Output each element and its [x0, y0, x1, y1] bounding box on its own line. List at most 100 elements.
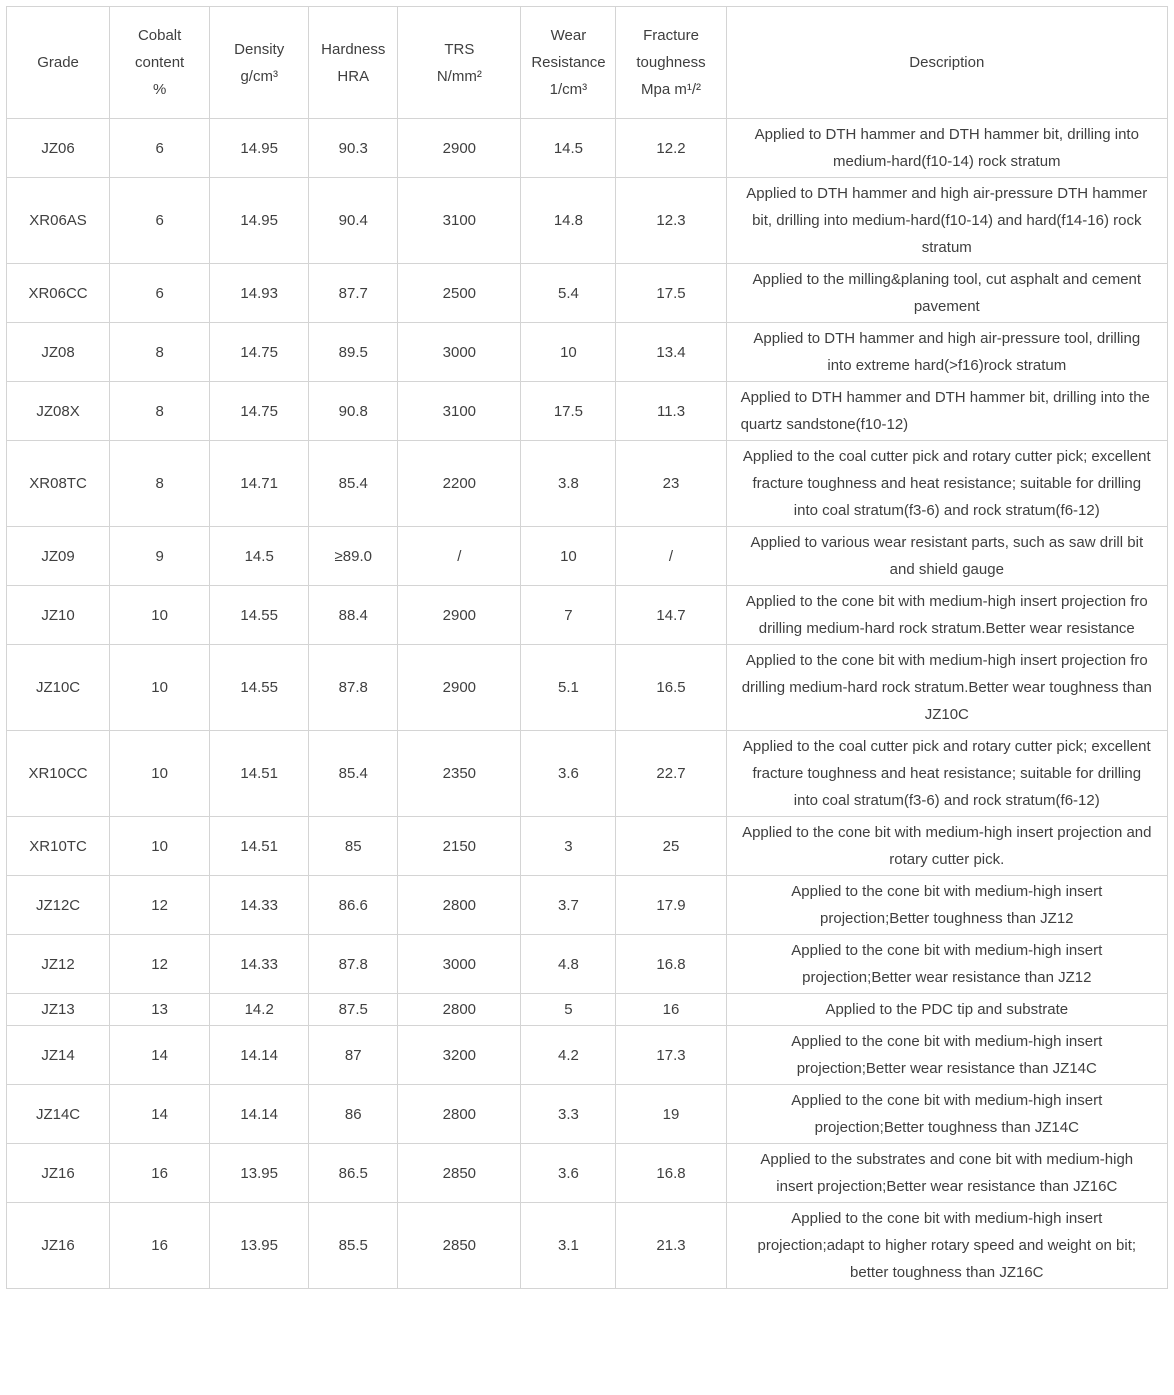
grade-cell: JZ06	[5, 118, 111, 178]
wear-resistance-cell: 4.2	[520, 1025, 617, 1085]
cobalt-content-cell: 6	[109, 263, 211, 323]
grade-cell: JZ14	[5, 1025, 111, 1085]
hardness-cell: 87	[308, 1025, 399, 1085]
hardness-cell: 90.8	[308, 381, 399, 441]
trs-cell: 2150	[397, 816, 522, 876]
density-cell: 14.14	[209, 1025, 310, 1085]
hardness-cell: ≥89.0	[308, 526, 399, 586]
col-header-trs: TRS N/mm²	[397, 6, 522, 119]
description-cell: Applied to the substrates and cone bit w…	[725, 1143, 1169, 1203]
description-cell: Applied to the cone bit with medium-high…	[725, 934, 1169, 994]
table-row: JZ09 9 14.5 ≥89.0 / 10 / Applied to vari…	[5, 526, 1169, 586]
grade-cell: XR10CC	[5, 730, 111, 817]
grade-cell: JZ10	[5, 585, 111, 645]
wear-resistance-cell: 3.1	[520, 1202, 617, 1289]
cobalt-content-cell: 12	[109, 875, 211, 935]
col-header-description: Description	[725, 6, 1169, 119]
density-cell: 14.51	[209, 730, 310, 817]
density-cell: 14.75	[209, 322, 310, 382]
table-row: JZ10C 10 14.55 87.8 2900 5.1 16.5 Applie…	[5, 644, 1169, 731]
fracture-toughness-cell: 25	[615, 816, 727, 876]
hardness-cell: 87.7	[308, 263, 399, 323]
grade-cell: XR10TC	[5, 816, 111, 876]
description-cell: Applied to the coal cutter pick and rota…	[725, 440, 1169, 527]
wear-resistance-cell: 3	[520, 816, 617, 876]
grade-cell: XR06CC	[5, 263, 111, 323]
wear-resistance-cell: 14.8	[520, 177, 617, 264]
table-row: JZ06 6 14.95 90.3 2900 14.5 12.2 Applied…	[5, 118, 1169, 178]
table-row: XR08TC 8 14.71 85.4 2200 3.8 23 Applied …	[5, 440, 1169, 527]
fracture-toughness-cell: 12.3	[615, 177, 727, 264]
fracture-toughness-cell: /	[615, 526, 727, 586]
fracture-toughness-cell: 11.3	[615, 381, 727, 441]
hardness-cell: 90.3	[308, 118, 399, 178]
grade-cell: JZ08X	[5, 381, 111, 441]
hardness-cell: 90.4	[308, 177, 399, 264]
cobalt-content-cell: 8	[109, 381, 211, 441]
fracture-toughness-cell: 16.8	[615, 1143, 727, 1203]
fracture-toughness-cell: 23	[615, 440, 727, 527]
cobalt-content-cell: 10	[109, 816, 211, 876]
table-row: JZ16 16 13.95 85.5 2850 3.1 21.3 Applied…	[5, 1202, 1169, 1289]
density-cell: 14.55	[209, 585, 310, 645]
grade-cell: JZ13	[5, 993, 111, 1026]
density-cell: 14.14	[209, 1084, 310, 1144]
table-row: XR10CC 10 14.51 85.4 2350 3.6 22.7 Appli…	[5, 730, 1169, 817]
grade-cell: XR06AS	[5, 177, 111, 264]
description-cell: Applied to the PDC tip and substrate	[725, 993, 1169, 1026]
trs-cell: 3200	[397, 1025, 522, 1085]
wear-resistance-cell: 5.1	[520, 644, 617, 731]
fracture-toughness-cell: 21.3	[615, 1202, 727, 1289]
wear-resistance-cell: 5	[520, 993, 617, 1026]
cobalt-content-cell: 6	[109, 118, 211, 178]
hardness-cell: 89.5	[308, 322, 399, 382]
grade-cell: JZ09	[5, 526, 111, 586]
density-cell: 13.95	[209, 1202, 310, 1289]
wear-resistance-cell: 3.7	[520, 875, 617, 935]
table-row: JZ12 12 14.33 87.8 3000 4.8 16.8 Applied…	[5, 934, 1169, 994]
trs-cell: 2900	[397, 644, 522, 731]
cobalt-content-cell: 6	[109, 177, 211, 264]
table-row: JZ13 13 14.2 87.5 2800 5 16 Applied to t…	[5, 993, 1169, 1026]
cobalt-content-cell: 14	[109, 1084, 211, 1144]
density-cell: 14.93	[209, 263, 310, 323]
trs-cell: 3000	[397, 934, 522, 994]
description-cell: Applied to DTH hammer and high air-press…	[725, 177, 1169, 264]
grade-cell: JZ16	[5, 1143, 111, 1203]
description-cell: Applied to the coal cutter pick and rota…	[725, 730, 1169, 817]
wear-resistance-cell: 3.8	[520, 440, 617, 527]
hardness-cell: 87.8	[308, 644, 399, 731]
table-row: XR06CC 6 14.93 87.7 2500 5.4 17.5 Applie…	[5, 263, 1169, 323]
grade-cell: JZ08	[5, 322, 111, 382]
carbide-grades-table: Grade Cobalt content % Density g/cm³ Har…	[5, 6, 1169, 1289]
trs-cell: 2850	[397, 1143, 522, 1203]
table-body: JZ06 6 14.95 90.3 2900 14.5 12.2 Applied…	[5, 118, 1169, 1289]
wear-resistance-cell: 5.4	[520, 263, 617, 323]
density-cell: 14.5	[209, 526, 310, 586]
cobalt-content-cell: 16	[109, 1202, 211, 1289]
hardness-cell: 88.4	[308, 585, 399, 645]
trs-cell: /	[397, 526, 522, 586]
table-row: XR10TC 10 14.51 85 2150 3 25 Applied to …	[5, 816, 1169, 876]
density-cell: 14.95	[209, 118, 310, 178]
cobalt-content-cell: 14	[109, 1025, 211, 1085]
trs-cell: 2800	[397, 875, 522, 935]
density-cell: 14.71	[209, 440, 310, 527]
description-cell: Applied to DTH hammer and DTH hammer bit…	[725, 381, 1169, 441]
description-cell: Applied to the cone bit with medium-high…	[725, 1025, 1169, 1085]
grade-cell: JZ16	[5, 1202, 111, 1289]
description-cell: Applied to the cone bit with medium-high…	[725, 875, 1169, 935]
density-cell: 14.2	[209, 993, 310, 1026]
trs-cell: 2900	[397, 585, 522, 645]
table-row: JZ14C 14 14.14 86 2800 3.3 19 Applied to…	[5, 1084, 1169, 1144]
col-header-fracture-toughness: Fracture toughness Mpa m¹/²	[615, 6, 727, 119]
table-row: JZ14 14 14.14 87 3200 4.2 17.3 Applied t…	[5, 1025, 1169, 1085]
density-cell: 14.95	[209, 177, 310, 264]
hardness-cell: 85.4	[308, 440, 399, 527]
wear-resistance-cell: 10	[520, 526, 617, 586]
table-row: JZ12C 12 14.33 86.6 2800 3.7 17.9 Applie…	[5, 875, 1169, 935]
header-row: Grade Cobalt content % Density g/cm³ Har…	[5, 6, 1169, 119]
fracture-toughness-cell: 14.7	[615, 585, 727, 645]
fracture-toughness-cell: 17.9	[615, 875, 727, 935]
description-cell: Applied to the cone bit with medium-high…	[725, 585, 1169, 645]
